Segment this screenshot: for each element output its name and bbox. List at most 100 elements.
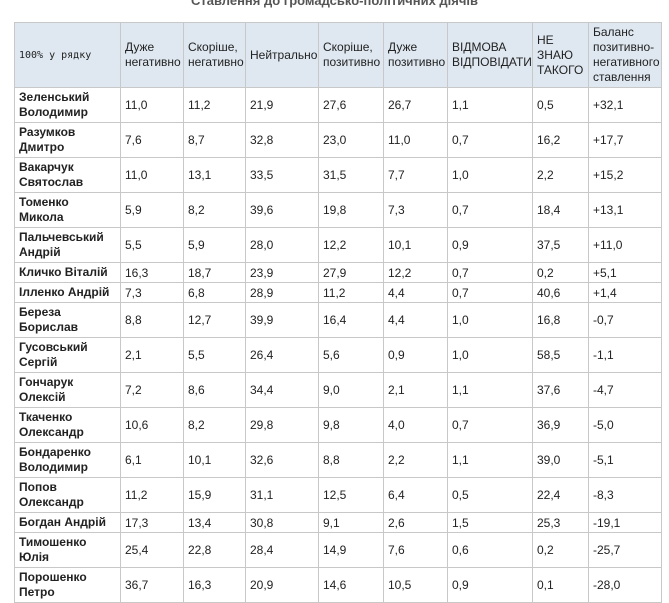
value-cell: 37,6 [532, 372, 589, 408]
name-line: Пальчевський [19, 230, 104, 244]
value-cell: -25,7 [588, 532, 662, 568]
name-line: Порошенко [19, 570, 87, 584]
value-cell: 6,4 [383, 477, 448, 513]
value-cell: 1,1 [447, 442, 533, 478]
value-cell: +17,7 [588, 122, 662, 158]
value-cell: 0,2 [532, 262, 589, 283]
name-cell: Попов Олександр [14, 477, 121, 513]
value-cell: 31,5 [318, 157, 384, 193]
value-cell: -5,1 [588, 442, 662, 478]
value-cell: 28,0 [245, 227, 319, 263]
header-cell: НЕ ЗНАЮ ТАКОГО [532, 22, 589, 88]
name-line: Дмитро [19, 140, 65, 154]
value-cell: -19,1 [588, 512, 662, 533]
name-line: Кличко Віталій [19, 265, 108, 279]
value-cell: 34,4 [245, 372, 319, 408]
value-cell: 27,6 [318, 87, 384, 123]
value-cell: 36,9 [532, 407, 589, 443]
table-row: Пальчевський Андрій 5,5 5,9 28,0 12,2 10,1 0,9 3… [14, 227, 662, 263]
value-cell: -1,1 [588, 337, 662, 373]
name-cell: Ілленко Андрій [14, 282, 121, 303]
value-cell: 4,4 [383, 282, 448, 303]
value-cell: 25,3 [532, 512, 589, 533]
value-cell: 33,5 [245, 157, 319, 193]
value-cell: 16,8 [532, 302, 589, 338]
value-cell: 2,2 [532, 157, 589, 193]
header-cell: Скоріше, позитивно [318, 22, 384, 88]
value-cell: 39,6 [245, 192, 319, 228]
name-cell: Богдан Андрій [14, 512, 121, 533]
value-cell: 6,1 [120, 442, 184, 478]
value-cell: 10,5 [383, 567, 448, 603]
value-cell: +15,2 [588, 157, 662, 193]
name-cell: Пальчевський Андрій [14, 227, 121, 263]
value-cell: 28,9 [245, 282, 319, 303]
name-line: Гончарук [19, 375, 74, 389]
value-cell: 14,6 [318, 567, 384, 603]
value-cell: 10,1 [183, 442, 246, 478]
value-cell: +13,1 [588, 192, 662, 228]
name-cell: Вакарчук Святослав [14, 157, 121, 193]
value-cell: 28,4 [245, 532, 319, 568]
value-cell: 16,4 [318, 302, 384, 338]
value-cell: 11,2 [120, 477, 184, 513]
value-cell: 10,6 [120, 407, 184, 443]
value-cell: 6,8 [183, 282, 246, 303]
name-cell: Томенко Микола [14, 192, 121, 228]
value-cell: 15,9 [183, 477, 246, 513]
value-cell: 0,9 [447, 227, 533, 263]
value-cell: 0,9 [447, 567, 533, 603]
value-cell: 5,5 [120, 227, 184, 263]
value-cell: 12,2 [318, 227, 384, 263]
value-cell: 4,0 [383, 407, 448, 443]
value-cell: 26,7 [383, 87, 448, 123]
value-cell: 1,1 [447, 372, 533, 408]
value-cell: 7,3 [383, 192, 448, 228]
value-cell: 0,2 [532, 532, 589, 568]
value-cell: 5,9 [120, 192, 184, 228]
value-cell: 2,6 [383, 512, 448, 533]
name-cell: Гончарук Олексій [14, 372, 121, 408]
table-row: Гусовський Сергій 2,1 5,5 26,4 5,6 0,9 1,0 58,5-… [14, 337, 662, 373]
value-cell: 11,0 [120, 157, 184, 193]
value-cell: 1,0 [447, 337, 533, 373]
name-line: Святослав [19, 175, 84, 189]
table-body: Зеленський Володимир 11,0 11,2 21,9 27,6 26,7 1… [14, 87, 662, 603]
header-row: 100% у рядку Дуже негативно Скоріше, негат… [14, 22, 662, 88]
value-cell: 8,8 [120, 302, 184, 338]
name-line: Сергій [19, 355, 58, 369]
header-cell: Баланс позитивно-негативного ставлення [588, 22, 662, 88]
value-cell: 2,2 [383, 442, 448, 478]
value-cell: 0,7 [447, 407, 533, 443]
value-cell: 5,6 [318, 337, 384, 373]
name-line: Гусовський [19, 340, 88, 354]
value-cell: 0,7 [447, 282, 533, 303]
value-cell: 32,6 [245, 442, 319, 478]
name-cell: Бондаренко Володимир [14, 442, 121, 478]
name-line: Богдан Андрій [19, 515, 106, 529]
value-cell: 1,5 [447, 512, 533, 533]
header-cell: Скоріше, негативно [183, 22, 246, 88]
value-cell: 1,1 [447, 87, 533, 123]
value-cell: 17,3 [120, 512, 184, 533]
value-cell: 21,9 [245, 87, 319, 123]
value-cell: 23,9 [245, 262, 319, 283]
value-cell: 14,9 [318, 532, 384, 568]
value-cell: 19,8 [318, 192, 384, 228]
value-cell: 16,3 [120, 262, 184, 283]
name-line: Олексій [19, 390, 66, 404]
name-cell: Кличко Віталій [14, 262, 121, 283]
value-cell: 4,4 [383, 302, 448, 338]
value-cell: 29,8 [245, 407, 319, 443]
value-cell: 0,7 [447, 122, 533, 158]
name-cell: Тимошенко Юлія [14, 532, 121, 568]
value-cell: 11,2 [183, 87, 246, 123]
value-cell: 1,0 [447, 302, 533, 338]
value-cell: 12,7 [183, 302, 246, 338]
value-cell: 36,7 [120, 567, 184, 603]
value-cell: 7,7 [383, 157, 448, 193]
table-row: Попов Олександр 11,2 15,9 31,1 12,5 6,4 0,5 22,4… [14, 477, 662, 513]
name-line: Андрій [19, 245, 61, 259]
value-cell: 40,6 [532, 282, 589, 303]
value-cell: 30,8 [245, 512, 319, 533]
